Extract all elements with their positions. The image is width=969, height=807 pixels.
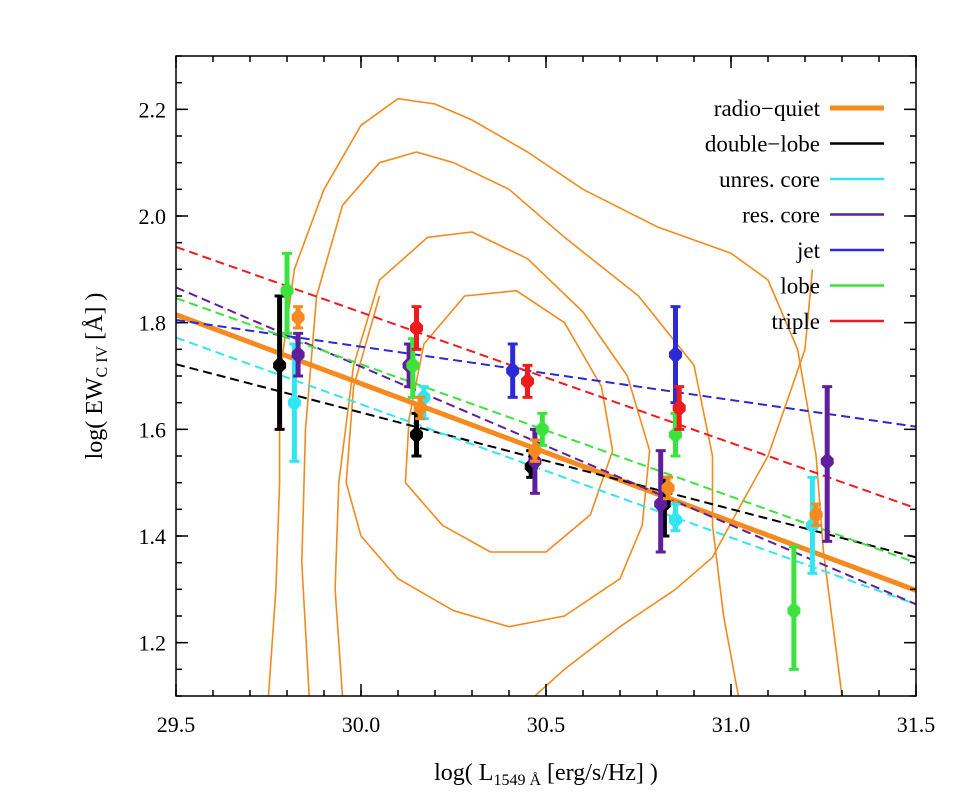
x-axis-label: log( L1549 Å [erg/s/Hz] ) <box>434 760 658 789</box>
x-tick-label: 31.0 <box>712 712 751 737</box>
fit-line-double-lobe <box>176 363 916 559</box>
point-unres-core-1 <box>287 342 301 463</box>
legend-entry-jet: jet <box>796 238 884 263</box>
fit-line-unres-core <box>176 336 916 606</box>
point-triple-2 <box>521 363 534 399</box>
contour-level-5 <box>534 269 814 696</box>
y-tick-label: 1.6 <box>139 417 167 442</box>
point-radio-quiet-4 <box>661 475 675 501</box>
legend-label: lobe <box>780 274 820 299</box>
y-tick-label: 2.0 <box>139 204 167 229</box>
x-tick-label: 30.5 <box>527 712 566 737</box>
point-double-lobe-2 <box>410 411 423 458</box>
point-lobe-3 <box>535 411 549 447</box>
contour-level-2 <box>301 151 740 696</box>
legend-entry-lobe: lobe <box>780 274 884 299</box>
y-tick-label: 1.2 <box>139 631 167 656</box>
legend-label: res. core <box>742 203 820 228</box>
legend-entry-triple: triple <box>771 309 884 334</box>
point-res-core-5 <box>820 385 834 543</box>
x-tick-label: 29.5 <box>157 712 196 737</box>
point-lobe-1 <box>280 251 294 335</box>
fit-line-jet <box>176 319 916 428</box>
legend-entry-double-lobe: double−lobe <box>705 132 884 157</box>
y-axis-label: log( EWC IV [Å] ) <box>82 293 111 460</box>
legend-label: jet <box>796 238 821 263</box>
point-radio-quiet-2 <box>413 395 427 421</box>
point-radio-quiet-5 <box>809 502 823 527</box>
axis-ticks <box>175 55 917 697</box>
legend-entry-res-core: res. core <box>742 203 884 228</box>
fit-line-radio-quiet <box>176 312 916 593</box>
y-tick-label: 2.2 <box>139 97 167 122</box>
point-res-core-1 <box>291 331 305 378</box>
fit-line-triple <box>176 245 916 510</box>
point-lobe-5 <box>787 545 801 671</box>
x-tick-label: 30.0 <box>342 712 381 737</box>
legend: radio−quiet double−lobe unres. core res. co… <box>705 96 884 334</box>
data-points <box>273 251 834 671</box>
x-tick-label: 31.5 <box>897 712 936 737</box>
tick-labels: 29.5 30.0 30.5 31.0 31.5 1.2 1.4 1.6 1.8 2.0 2.2 <box>139 97 936 737</box>
y-tick-label: 1.8 <box>139 311 167 336</box>
y-tick-label: 1.4 <box>139 524 167 549</box>
legend-label: unres. core <box>719 167 820 192</box>
point-radio-quiet-3 <box>528 438 542 463</box>
legend-label: double−lobe <box>705 132 820 157</box>
point-double-lobe-1 <box>273 294 287 431</box>
point-jet-1 <box>506 342 520 399</box>
point-res-core-4 <box>654 449 668 554</box>
legend-label: triple <box>771 309 820 334</box>
point-triple-3 <box>672 385 686 431</box>
legend-entry-unres-core: unres. core <box>719 167 884 192</box>
legend-entry-radio-quiet: radio−quiet <box>714 96 884 121</box>
legend-label: radio−quiet <box>714 96 821 121</box>
point-radio-quiet-1 <box>291 305 305 330</box>
contour-level-3 <box>334 231 651 696</box>
contour-level-4 <box>404 289 614 553</box>
point-triple-1 <box>410 305 423 351</box>
point-unres-core-3 <box>669 502 682 533</box>
